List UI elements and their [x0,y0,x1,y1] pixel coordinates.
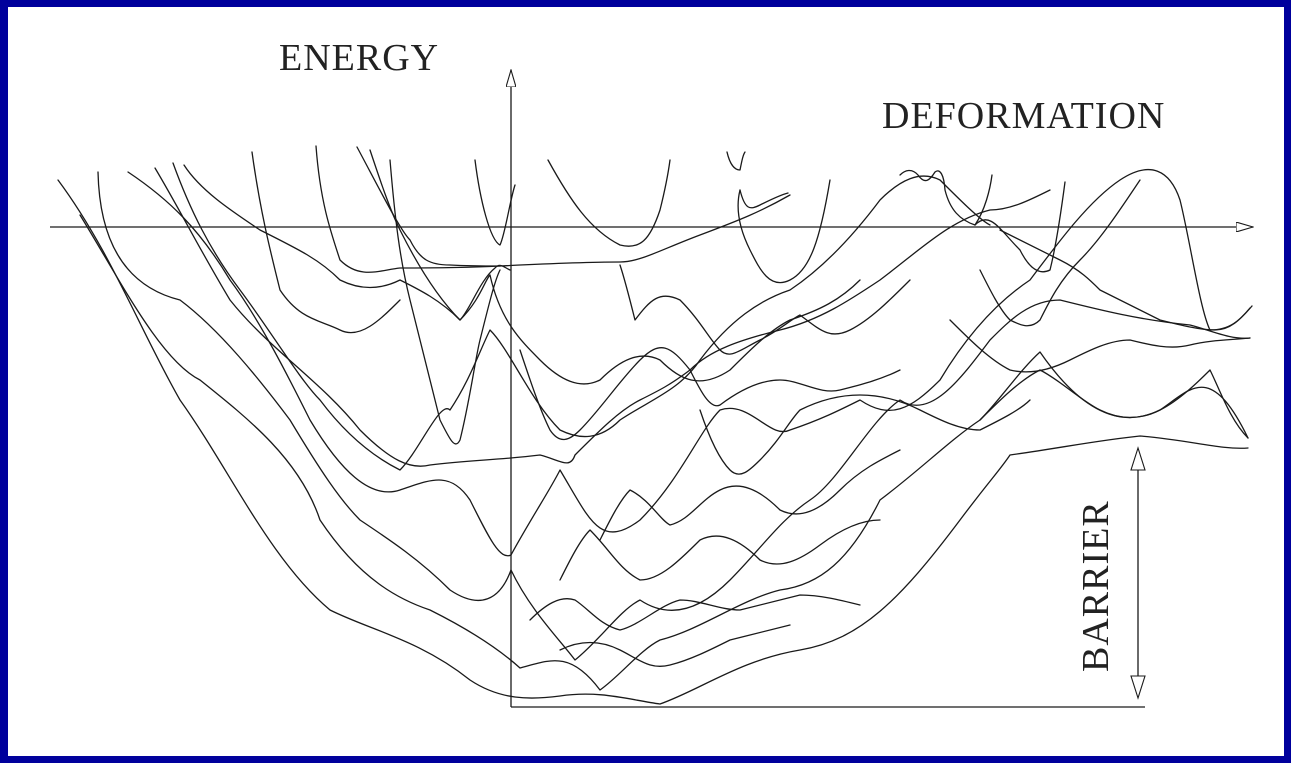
level-curve-14 [726,151,746,171]
level-diagram: ENERGY DEFORMATION BARRIER [50,37,1284,708]
level-curve-23 [699,394,1031,475]
level-curve-10 [356,146,501,267]
barrier-arrow-head-bottom [1130,675,1146,700]
level-curve-30 [979,369,1249,439]
level-curve-7 [183,164,861,385]
level-curve-17 [899,169,993,226]
level-curve-3 [97,171,1251,661]
level-curve-20 [389,159,501,445]
level-curve-8 [251,151,401,334]
level-curve-19 [979,179,1141,327]
level-curve-4 [127,169,1251,557]
level-curves [57,145,1253,705]
level-curve-13 [547,159,671,247]
diagram-canvas: ENERGY DEFORMATION BARRIER [8,7,1284,756]
level-curve-25 [559,519,881,581]
barrier-label: BARRIER [1075,500,1117,672]
level-curve-5 [154,167,1051,467]
level-curve-28 [999,229,1253,331]
deformation-label: DEFORMATION [882,95,1165,137]
level-curve-26 [529,594,861,631]
level-curve-29 [949,319,1251,373]
level-curve-15 [739,189,789,209]
level-curve-24 [599,449,901,541]
energy-label: ENERGY [279,37,439,79]
level-curve-1 [57,179,1249,705]
level-curve-21 [619,264,911,355]
level-curve-12 [474,159,516,246]
level-curve-9 [315,145,791,273]
level-curve-27 [559,624,791,667]
level-curve-6 [172,162,991,471]
level-curve-18 [974,181,1066,273]
level-curve-11 [369,149,511,321]
level-curve-16 [737,179,831,284]
barrier-arrow-head-top [1130,446,1146,471]
level-curve-22 [519,347,901,441]
level-curve-2 [79,214,1249,691]
